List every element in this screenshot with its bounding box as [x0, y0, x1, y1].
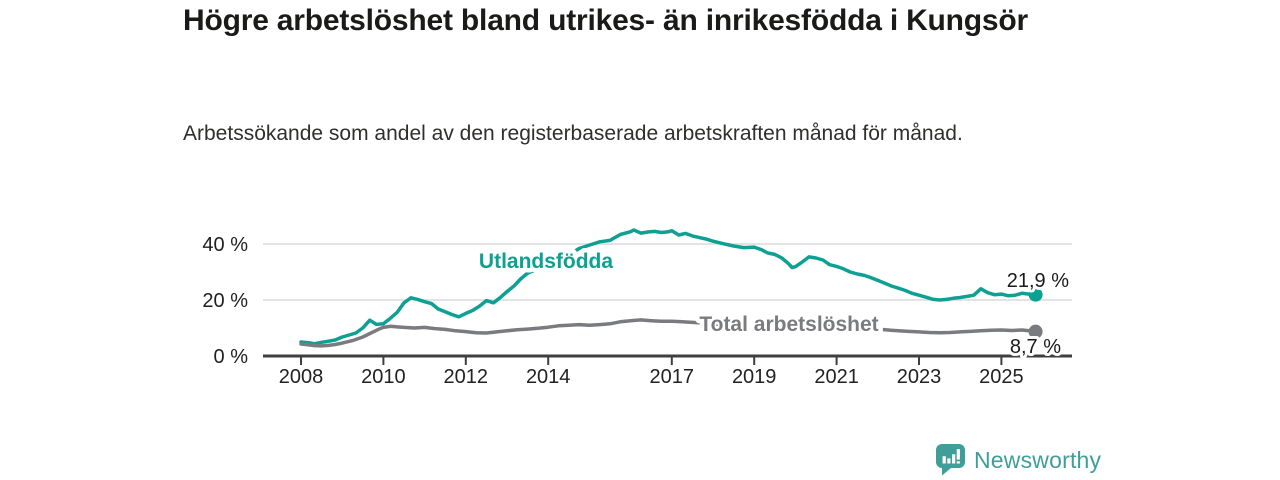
utlandsfodda-series-label: Utlandsfödda	[479, 250, 613, 273]
bar-chart-speech-bubble-icon	[936, 444, 965, 476]
x-axis-tick-label: 2008	[279, 366, 324, 388]
x-axis-tick-label: 2021	[814, 366, 859, 388]
x-axis-tick-label: 2014	[526, 366, 571, 388]
brand-name: Newsworthy	[974, 446, 1102, 473]
x-axis-tick-label: 2019	[732, 366, 777, 388]
total-endpoint-dot	[1028, 324, 1043, 339]
y-axis-tick-label: 40 %	[202, 234, 248, 256]
total-series-label: Total arbetslöshet	[699, 313, 878, 336]
y-axis-tick-label: 0 %	[214, 346, 249, 368]
x-axis-tick-label: 2010	[361, 366, 406, 388]
chart-subtitle: Arbetssökande som andel av den registerb…	[183, 122, 963, 145]
utlandsfodda-line	[299, 228, 1038, 346]
utlandsfodda-endpoint-dot	[1028, 287, 1043, 302]
y-axis-tick-label: 20 %	[202, 290, 248, 312]
x-axis-tick-label: 2023	[897, 366, 942, 388]
utlandsfodda-end-value-label: 21,9 %	[1007, 270, 1069, 292]
newsworthy-logo: Newsworthy	[936, 444, 1101, 476]
total-end-value-label: 8,7 %	[1010, 336, 1061, 358]
total-line	[299, 318, 1038, 348]
x-axis-tick-label: 2025	[979, 366, 1024, 388]
x-axis-tick-label: 2017	[650, 366, 695, 388]
x-axis-tick-label: 2012	[444, 366, 489, 388]
page-title: Högre arbetslöshet bland utrikes- än inr…	[183, 4, 1029, 37]
